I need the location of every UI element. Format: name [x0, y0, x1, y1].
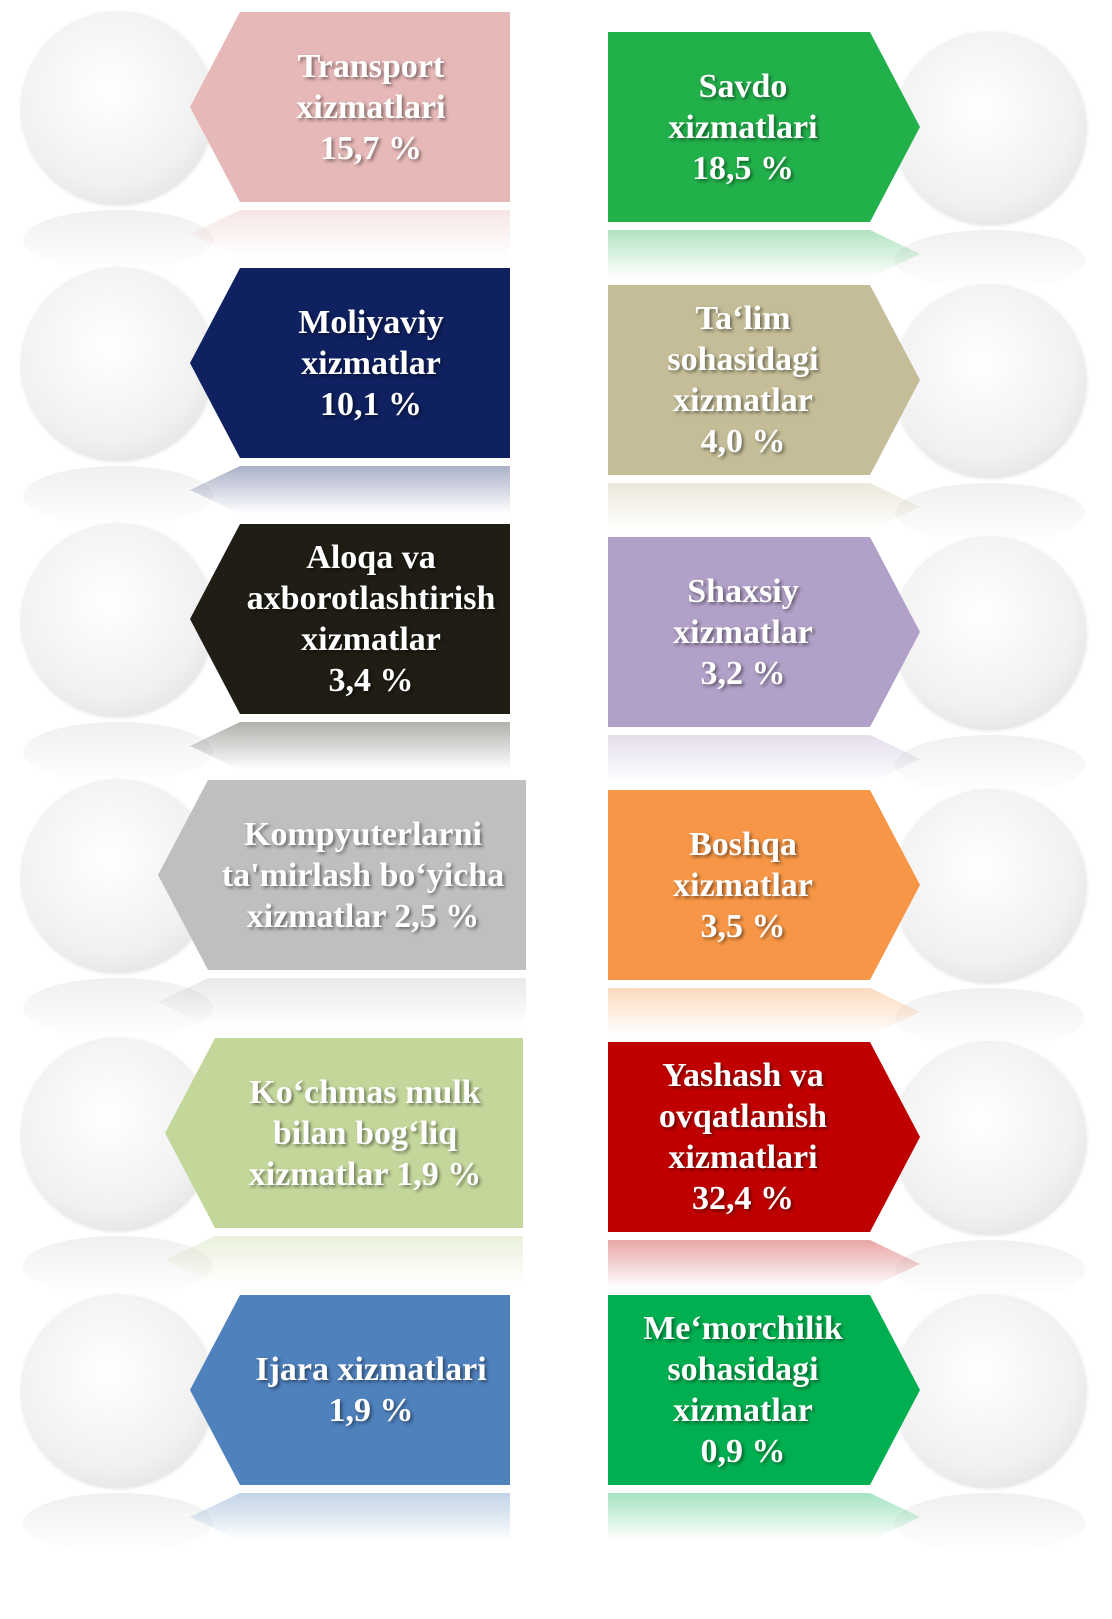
service-label: Transport xizmatlari	[296, 48, 445, 126]
card-text: Boshqa xizmatlar 3,5 %	[622, 824, 864, 947]
service-label: Yashash va ovqatlanish xizmatlari	[659, 1057, 827, 1176]
service-label: Me‘morchilik sohasidagi xizmatlar	[643, 1310, 843, 1429]
circle-reflection	[895, 230, 1085, 290]
service-card: Ta‘lim sohasidagi xizmatlar 4,0 %	[608, 285, 920, 475]
service-share: 2,5 %	[394, 898, 479, 935]
service-share: 3,2 %	[622, 653, 864, 694]
service-card: Ijara xizmatlari 1,9 %	[190, 1295, 510, 1485]
service-card: Yashash va ovqatlanish xizmatlari 32,4 %	[608, 1042, 920, 1232]
icon-circle	[22, 1296, 214, 1488]
icon-circle	[894, 1296, 1086, 1488]
icon-circle	[894, 538, 1086, 730]
card-reflection	[190, 722, 510, 770]
service-label: Ijara xizmatlari	[255, 1351, 486, 1388]
circle-reflection	[23, 210, 213, 270]
card-text: Ta‘lim sohasidagi xizmatlar 4,0 %	[622, 298, 864, 462]
service-share: 32,4 %	[622, 1178, 864, 1219]
service-label: Ta‘lim sohasidagi xizmatlar	[667, 300, 818, 419]
service-share: 0,9 %	[622, 1431, 864, 1472]
service-share: 3,5 %	[622, 906, 864, 947]
card-text: Yashash va ovqatlanish xizmatlari 32,4 %	[622, 1055, 864, 1219]
service-share: 10,1 %	[246, 384, 496, 425]
card-text: Kompyuterlarni ta'mirlash bo‘yicha xizma…	[214, 814, 512, 937]
card-text: Shaxsiy xizmatlar 3,2 %	[622, 571, 864, 694]
icon-circle	[894, 791, 1086, 983]
card-reflection	[608, 735, 920, 783]
circle-reflection	[23, 722, 213, 782]
card-reflection	[608, 1240, 920, 1288]
card-text: Me‘morchilik sohasidagi xizmatlar 0,9 %	[622, 1308, 864, 1472]
service-card: Moliyaviy xizmatlar 10,1 %	[190, 268, 510, 458]
card-reflection	[608, 483, 920, 531]
service-card: Kompyuterlarni ta'mirlash bo‘yicha xizma…	[158, 780, 526, 970]
service-card: Savdo xizmatlari 18,5 %	[608, 32, 920, 222]
card-reflection	[608, 988, 920, 1036]
card-reflection	[608, 1493, 920, 1541]
card-text: Ijara xizmatlari 1,9 %	[255, 1349, 486, 1431]
card-reflection	[158, 978, 526, 1026]
circle-reflection	[895, 988, 1085, 1048]
card-reflection	[608, 230, 920, 278]
card-text: Ko‘chmas mulk bilan bog‘liq xizmatlar 1,…	[221, 1072, 509, 1195]
service-card: Transport xizmatlari 15,7 %	[190, 12, 510, 202]
service-label: Aloqa va axborotlashtirish xizmatlar	[247, 539, 496, 658]
service-label: Boshqa xizmatlar	[673, 826, 813, 904]
service-card: Boshqa xizmatlar 3,5 %	[608, 790, 920, 980]
icon-circle	[22, 13, 214, 205]
card-reflection	[165, 1236, 523, 1284]
service-share: 1,9 %	[255, 1390, 486, 1431]
service-card: Aloqa va axborotlashtirish xizmatlar 3,4…	[190, 524, 510, 714]
icon-circle	[894, 286, 1086, 478]
service-card: Me‘morchilik sohasidagi xizmatlar 0,9 %	[608, 1295, 920, 1485]
card-text: Aloqa va axborotlashtirish xizmatlar 3,4…	[246, 537, 496, 701]
service-label: Savdo xizmatlari	[668, 68, 817, 146]
service-share: 18,5 %	[622, 148, 864, 189]
circle-reflection	[895, 735, 1085, 795]
circle-reflection	[895, 1240, 1085, 1300]
icon-circle	[22, 525, 214, 717]
icon-circle	[22, 269, 214, 461]
circle-reflection	[895, 483, 1085, 543]
circle-reflection	[23, 1493, 213, 1553]
service-label: Moliyaviy xizmatlar	[298, 304, 443, 382]
card-text: Savdo xizmatlari 18,5 %	[622, 66, 864, 189]
icon-circle	[894, 33, 1086, 225]
card-reflection	[190, 466, 510, 514]
service-share: 4,0 %	[622, 421, 864, 462]
service-card: Ko‘chmas mulk bilan bog‘liq xizmatlar 1,…	[165, 1038, 523, 1228]
service-card: Shaxsiy xizmatlar 3,2 %	[608, 537, 920, 727]
service-share: 1,9 %	[396, 1156, 481, 1193]
service-share: 15,7 %	[246, 128, 496, 169]
service-label: Shaxsiy xizmatlar	[673, 573, 813, 651]
card-reflection	[190, 210, 510, 258]
icon-circle	[894, 1043, 1086, 1235]
card-text: Moliyaviy xizmatlar 10,1 %	[246, 302, 496, 425]
circle-reflection	[895, 1493, 1085, 1553]
circle-reflection	[23, 466, 213, 526]
service-share: 3,4 %	[246, 660, 496, 701]
infographic: Transport xizmatlari 15,7 % Moliyaviy xiz…	[0, 0, 1112, 1619]
card-text: Transport xizmatlari 15,7 %	[246, 46, 496, 169]
card-reflection	[190, 1493, 510, 1541]
